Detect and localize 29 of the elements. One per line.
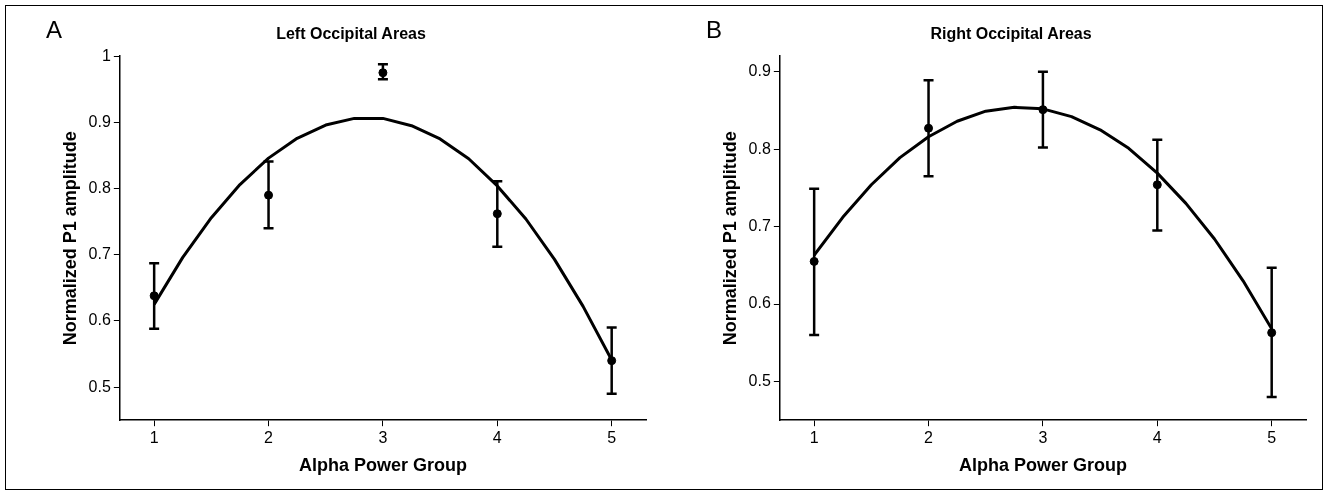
x-tick-label: 2 [264, 429, 274, 447]
x-axis-title: Alpha Power Group [958, 455, 1127, 476]
y-tick-label: 0.7 [88, 245, 111, 263]
x-tick-label: 4 [492, 429, 502, 447]
x-tick-label: 3 [378, 429, 388, 447]
x-tick-label: 1 [149, 429, 159, 447]
x-tick-label: 3 [1038, 429, 1048, 447]
y-tick-label: 0.5 [748, 371, 771, 389]
x-tick-label: 5 [607, 429, 617, 447]
chart-title: Right Occipital Areas [930, 25, 1092, 43]
y-tick-label: 0.6 [748, 294, 771, 312]
text: A [46, 15, 63, 43]
y-tick-label: 0.6 [88, 311, 111, 329]
y-tick-label: 0.7 [748, 216, 771, 234]
y-tick-label: 0.8 [88, 178, 111, 196]
y-axis-title: Normalized P1 amplitude [59, 131, 80, 346]
x-tick-label: 2 [924, 429, 934, 447]
y-tick-label: 0.9 [88, 112, 111, 130]
x-tick-label: 5 [1267, 429, 1277, 447]
y-axis-title: Normalized P1 amplitude [719, 131, 740, 346]
y-tick-label: 1 [101, 46, 111, 64]
y-tick-label: 0.5 [88, 377, 111, 395]
x-tick-label: 4 [1152, 429, 1162, 447]
text: B [706, 15, 723, 43]
y-tick-label: 0.8 [748, 139, 771, 157]
chart-title: Left Occipital Areas [276, 25, 426, 43]
x-tick-label: 1 [809, 429, 819, 447]
y-tick-label: 0.9 [748, 62, 771, 80]
x-axis-title: Alpha Power Group [298, 455, 467, 476]
